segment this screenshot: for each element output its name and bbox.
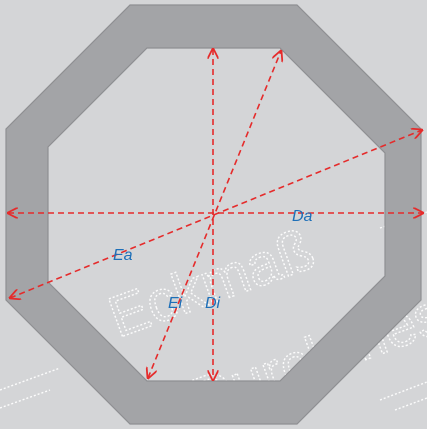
- measurement-lines: [8, 49, 423, 380]
- dimension-labels: Da Ea Ei Di: [113, 208, 313, 312]
- inner-across-corners-line: [148, 51, 281, 378]
- label-inner-across-corners: Ei: [168, 295, 183, 312]
- label-outer-across-flats: Da: [292, 208, 313, 225]
- label-inner-across-flats: Di: [205, 295, 221, 312]
- label-outer-across-corners: Ea: [113, 247, 133, 264]
